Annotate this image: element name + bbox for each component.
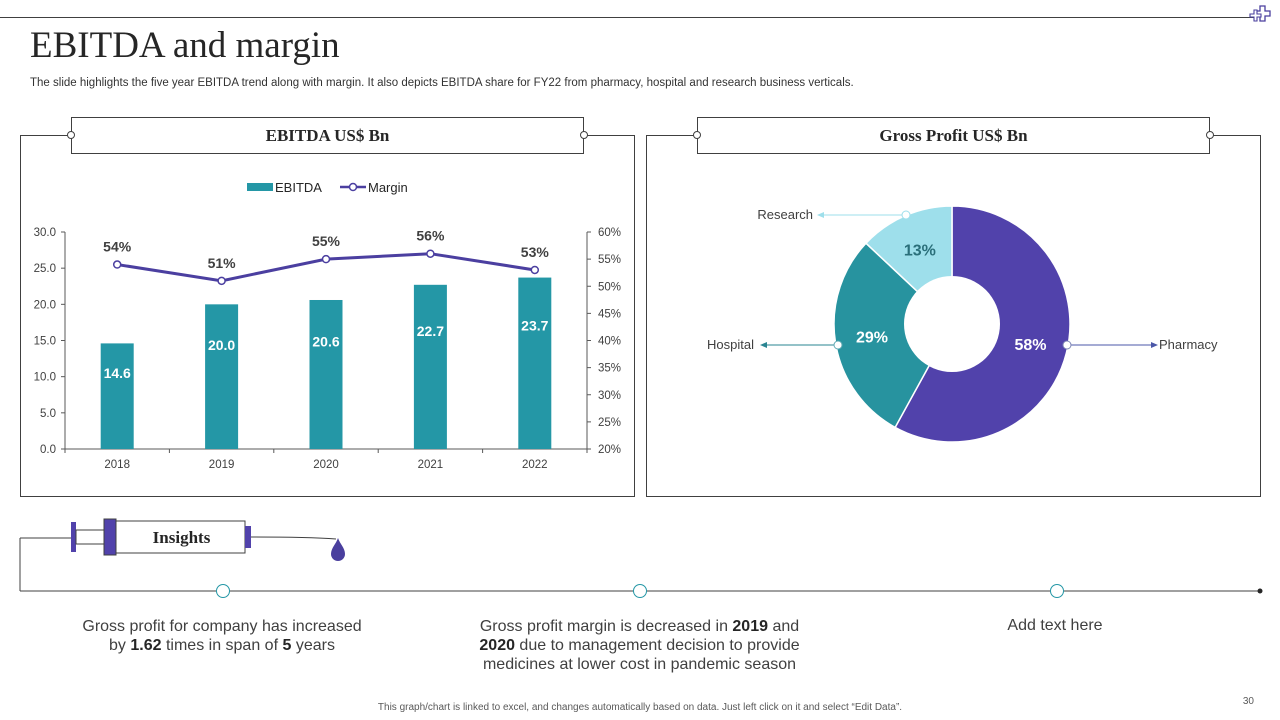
gross-title-right-knob — [1206, 131, 1214, 139]
slice-label-pharmacy: 58% — [1014, 337, 1046, 354]
margin-point — [112, 260, 122, 269]
margin-data-label: 55% — [312, 233, 341, 249]
y-tick-label: 5.0 — [40, 408, 56, 420]
gross-profit-panel-title: Gross Profit US$ Bn — [697, 117, 1210, 154]
legend-label-ebitda: EBITDA — [275, 180, 322, 195]
syringe-plunger-rod — [75, 529, 105, 545]
margin-point — [530, 265, 540, 275]
x-tick-label: 2020 — [313, 459, 339, 471]
timeline-marker-2 — [633, 584, 647, 598]
callout-label-hospital: Hospital — [707, 337, 754, 352]
y2-tick-label: 45% — [598, 308, 621, 320]
y2-tick-label: 35% — [598, 363, 621, 375]
callout-arrow-research — [817, 212, 824, 218]
insight-2: Gross profit margin is decreased in 2019… — [479, 618, 800, 673]
callout-arrow-hospital — [760, 342, 767, 348]
gross-title-left-knob — [693, 131, 701, 139]
bar-ebitda — [518, 277, 552, 449]
slice-label-hospital: 29% — [856, 330, 888, 347]
page-number: 30 — [1242, 696, 1254, 707]
y-tick-label: 0.0 — [40, 444, 56, 456]
bar-ebitda — [100, 343, 134, 449]
y-tick-label: 30.0 — [34, 227, 56, 239]
timeline-marker-3 — [1050, 584, 1064, 598]
y2-tick-label: 30% — [598, 390, 621, 402]
insight-3[interactable]: Add text here — [1007, 617, 1103, 634]
margin-point — [321, 254, 331, 264]
ebitda-panel-title: EBITDA US$ Bn — [71, 117, 584, 154]
slice-label-research: 13% — [904, 243, 936, 260]
callout-dot-research — [901, 210, 911, 220]
syringe-barrel-collar — [103, 518, 117, 556]
page-subtitle: The slide highlights the five year EBITD… — [30, 77, 854, 89]
bar-data-label: 20.6 — [312, 334, 339, 350]
syringe-tip — [245, 526, 251, 548]
margin-data-label: 51% — [208, 255, 237, 271]
bar-ebitda — [205, 304, 239, 449]
margin-point — [217, 276, 226, 286]
syringe-plunger-cap — [71, 522, 76, 552]
y2-tick-label: 40% — [598, 336, 621, 348]
callout-label-research: Research — [757, 207, 813, 222]
ebitda-chart: EBITDA Margin 0.0 5.0 10.0 15.0 20.0 25.0 30.0… — [34, 180, 621, 471]
syringe-barrel — [115, 520, 246, 554]
callout-dot-hospital — [833, 340, 843, 350]
y2-tick-label: 25% — [598, 417, 621, 429]
legend-marker-margin — [348, 182, 358, 192]
y2-tick-label: 50% — [598, 281, 621, 293]
margin-data-label: 53% — [521, 244, 550, 260]
footer-note: This graph/chart is linked to excel, and… — [377, 702, 903, 713]
y-tick-label: 25.0 — [34, 263, 56, 275]
ebitda-title-left-knob — [67, 131, 75, 139]
donut-hole — [904, 276, 1000, 372]
top-rule — [0, 17, 1256, 18]
bar-data-label: 23.7 — [521, 318, 548, 334]
legend-swatch-ebitda — [247, 183, 273, 191]
timeline-marker-1 — [216, 584, 230, 598]
x-tick-label: 2021 — [418, 459, 444, 471]
y-tick-label: 20.0 — [34, 299, 56, 311]
drop-icon — [331, 538, 345, 561]
insight-1: Gross profit for company has increased b… — [82, 618, 362, 654]
y-tick-label: 10.0 — [34, 372, 56, 384]
bar-ebitda — [309, 299, 343, 449]
margin-data-label: 54% — [103, 239, 132, 255]
x-tick-label: 2019 — [209, 459, 235, 471]
bar-data-label: 22.7 — [417, 323, 444, 339]
gross-profit-chart: 58% 29% 13% Pharmacy Hospital Research — [707, 205, 1218, 443]
margin-point — [426, 249, 435, 258]
syringe-needle — [250, 536, 337, 540]
logo-cross-icon — [1248, 4, 1278, 29]
ebitda-title-right-knob — [580, 131, 588, 139]
y2-tick-label: 60% — [598, 227, 621, 239]
callout-label-pharmacy: Pharmacy — [1159, 337, 1218, 352]
legend-label-margin: Margin — [368, 180, 408, 195]
timeline-end-dot — [1257, 588, 1263, 594]
x-tick-label: 2018 — [104, 459, 130, 471]
bar-data-label: 20.0 — [208, 337, 235, 353]
x-tick-label: 2022 — [522, 459, 548, 471]
page-title: EBITDA and margin — [30, 25, 340, 66]
bar-ebitda — [413, 284, 447, 449]
margin-data-label: 56% — [416, 228, 445, 244]
y2-tick-label: 20% — [598, 444, 621, 456]
y-tick-label: 15.0 — [34, 336, 56, 348]
callout-arrow-pharmacy — [1151, 342, 1158, 348]
bar-data-label: 14.6 — [104, 365, 131, 381]
y2-tick-label: 55% — [598, 254, 621, 266]
insights-timeline — [19, 518, 1263, 598]
insights-label: Insights — [152, 528, 211, 547]
callout-dot-pharmacy — [1062, 340, 1072, 350]
